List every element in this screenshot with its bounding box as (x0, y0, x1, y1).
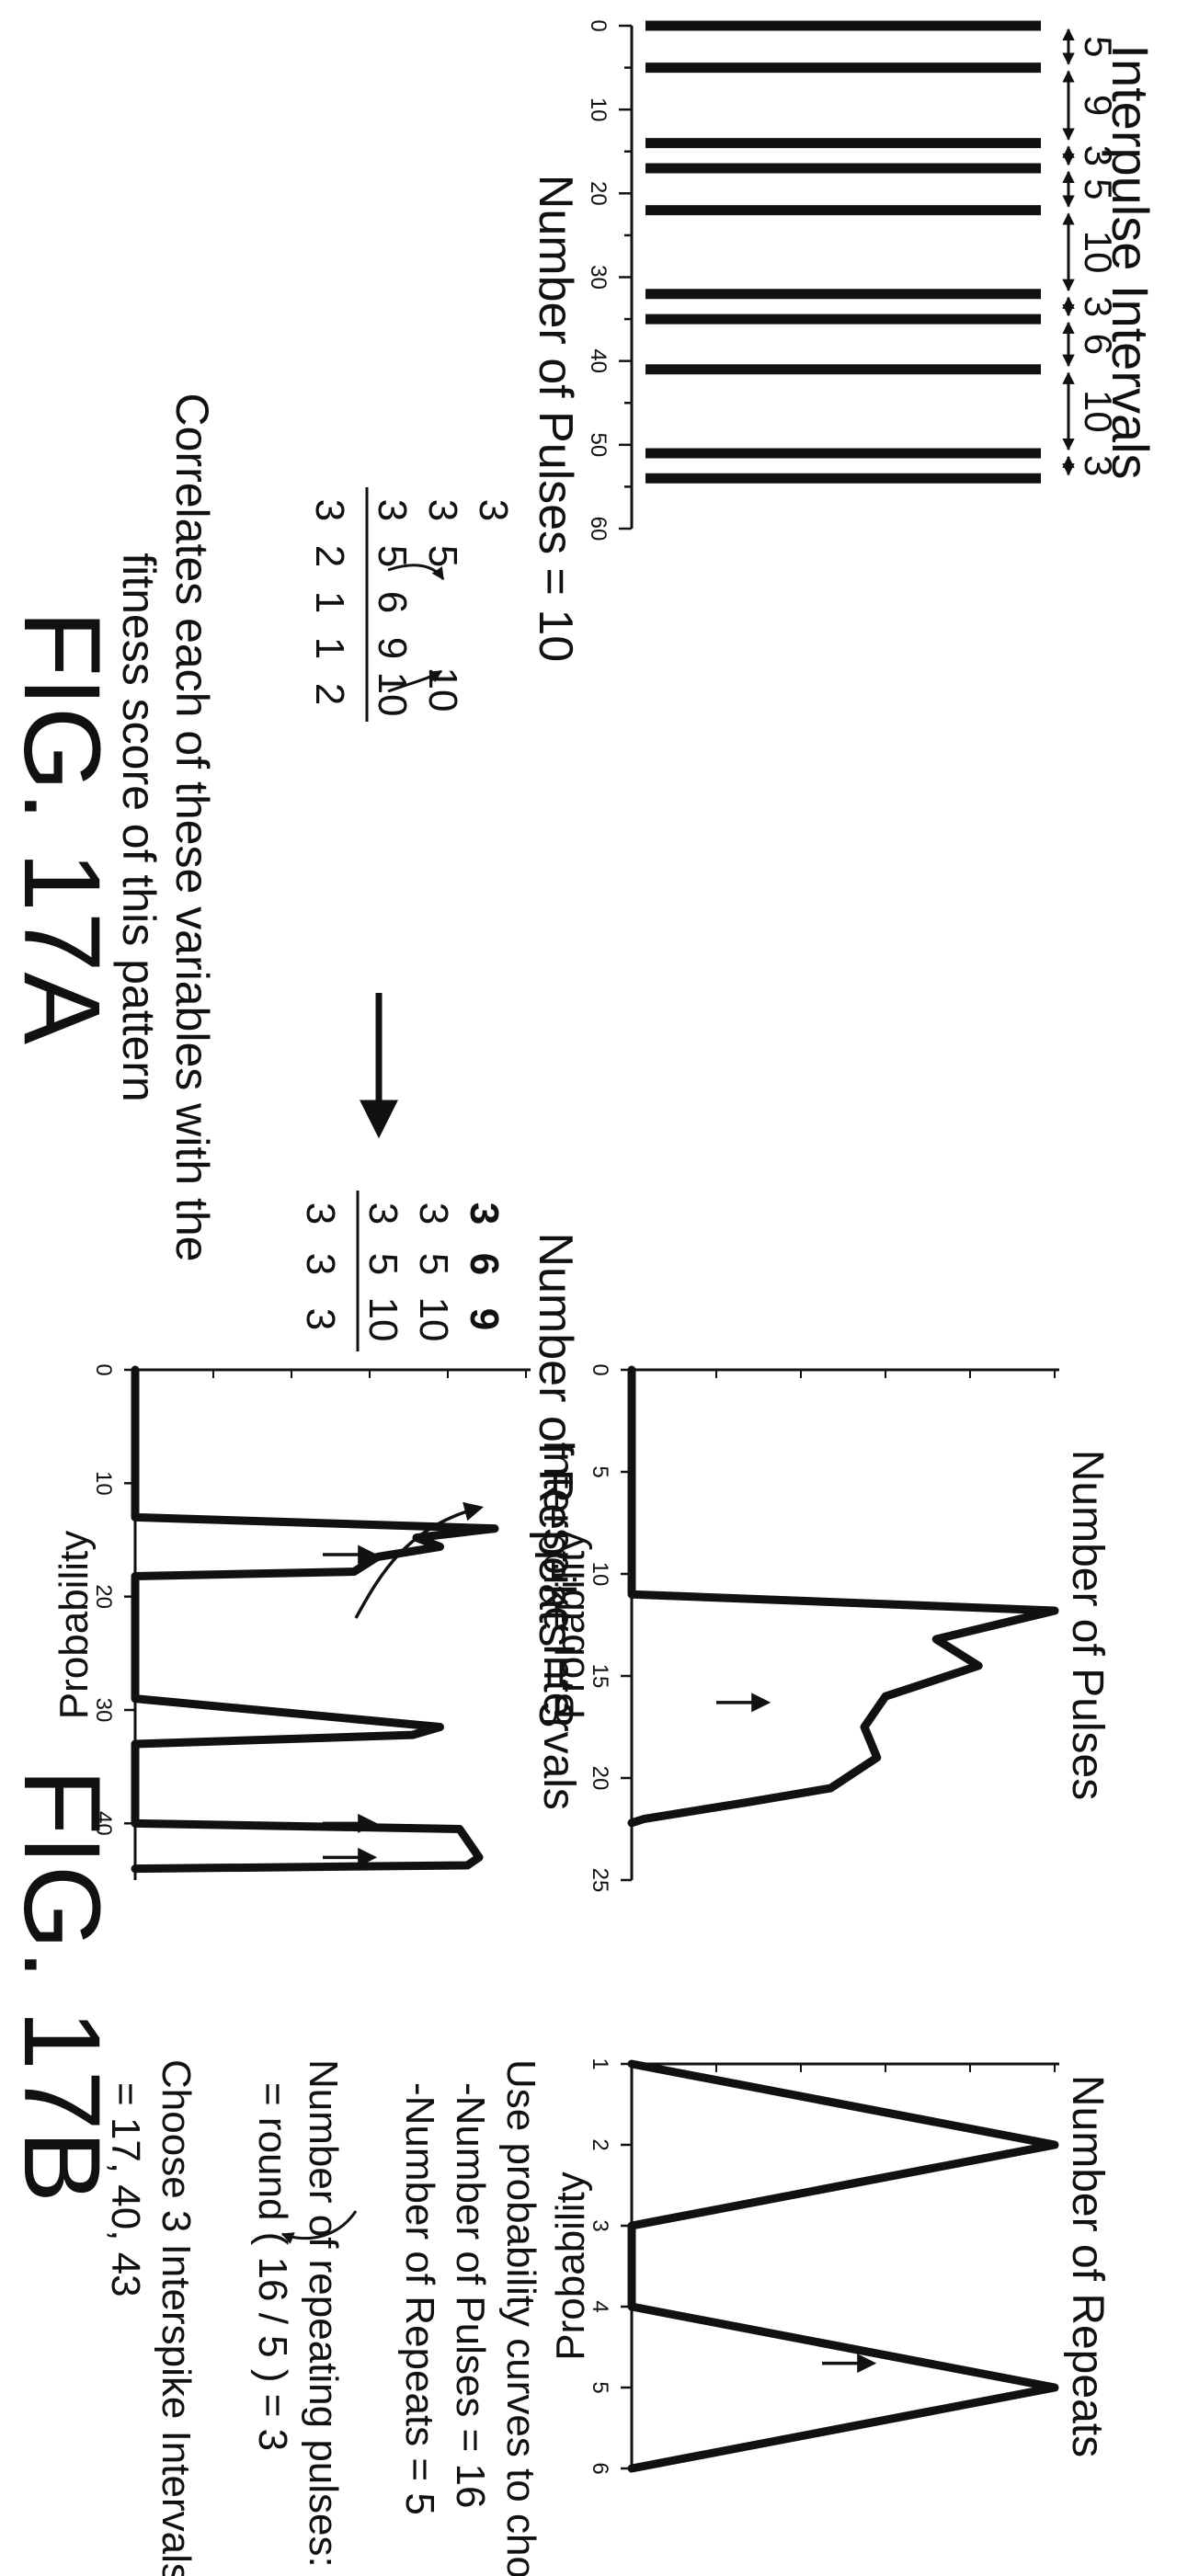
tally-cell: 3 (471, 499, 516, 521)
tally-total: 3 (307, 499, 352, 521)
y-axis-label: Probability (51, 1531, 97, 1719)
interval-label: 3 (1077, 296, 1120, 317)
correlates-note-line2: fitness score of this pattern (113, 553, 165, 1102)
probability-curve (627, 1365, 1059, 1828)
interval-label: 5 (1077, 178, 1120, 199)
x-axis-tick-label: 15 (588, 1664, 612, 1689)
repeat-cell: 5 (360, 1253, 406, 1275)
x-axis-tick-label: 20 (91, 1584, 116, 1609)
interval-label: 3 (1077, 145, 1120, 166)
interval-arrows: 5 9 3 5 10 3 6 10 3 (1062, 28, 1120, 476)
x-axis-tick-label: 5 (588, 2381, 612, 2393)
tally-total: 2 (307, 683, 352, 705)
y-axis-label: Probability (548, 1531, 593, 1719)
repeat-cell: 6 (462, 1253, 507, 1275)
x-axis-tick-label: 4 (588, 2300, 612, 2312)
correlates-note-line1: Correlates each of these variables with … (166, 393, 218, 1262)
number-of-pulses-chart: Number of Pulses 0 5 10 15 20 25 Probability (548, 1363, 1112, 1892)
tally-curved-arrow-2 (387, 669, 443, 693)
tally-cell: 5 (420, 545, 465, 567)
tally-cell: 10 (420, 667, 465, 712)
chart-title: Interspike Intervals (534, 1440, 583, 1810)
tally-cell: 9 (370, 637, 415, 659)
probability-text-line: Choose 3 Interspike Intervals: (154, 2059, 199, 2576)
probability-text-line: = round ( 16 / 5 ) = 3 (250, 2082, 295, 2451)
fig-17b-caption: FIG. 17B (1, 1769, 122, 2203)
tally-curved-arrow-1 (387, 564, 445, 581)
repeat-cell: 3 (411, 1203, 456, 1225)
tally-total: 1 (307, 591, 352, 613)
x-axis-tick-label: 30 (91, 1698, 116, 1723)
interval-label: 6 (1077, 334, 1120, 355)
chart-title: Number of Repeats (1063, 2075, 1112, 2457)
time-axis-tick-label: 0 (586, 19, 611, 31)
x-axis-tick-label: 3 (588, 2219, 612, 2231)
tally-cell: 10 (370, 672, 415, 717)
number-of-repeats-chart: Number of Repeats 1 2 3 4 5 6 Probability (548, 2057, 1112, 2474)
x-axis-tick-label: 1 (588, 2057, 612, 2069)
pulse-train (645, 20, 1041, 484)
time-axis-tick-label: 30 (586, 265, 611, 290)
repeat-total: 3 (298, 1253, 343, 1275)
repeat-cell: 3 (462, 1203, 507, 1225)
time-axis-tick-label: 20 (586, 181, 611, 206)
interval-label: 5 (1077, 36, 1120, 57)
number-of-repeats-label: Number of Repeats = 3 (529, 1232, 582, 1727)
probability-text-line: -Number of Pulses = 16 (448, 2082, 493, 2508)
y-axis-label: Probability (548, 2171, 593, 2360)
time-axis-tick-label: 60 (586, 517, 611, 541)
probability-text-line: -Number of Repeats = 5 (397, 2082, 442, 2515)
interpulse-intervals-title: Interpulse Intervals (1102, 44, 1159, 479)
x-axis-tick-label: 0 (588, 1363, 612, 1375)
fig-17a-caption: FIG. 17A (1, 610, 122, 1044)
tally-cell: 3 (370, 499, 415, 521)
repeat-cell: 5 (411, 1253, 456, 1275)
probability-curve (131, 1365, 499, 1874)
choose-curved-arrow (280, 2210, 358, 2244)
interval-label: 10 (1077, 390, 1120, 433)
tally-cell: 3 (420, 499, 465, 521)
x-axis-tick-label: 10 (588, 1562, 612, 1587)
x-axis-tick-label: 2 (588, 2138, 612, 2150)
probability-text-line: Use probability curves to choose: (498, 2059, 543, 2576)
interval-label: 9 (1077, 95, 1120, 116)
tally-cell: 5 (370, 545, 415, 567)
interspike-intervals-chart: Interspike Intervals 0 10 20 30 40 Probability (51, 1363, 583, 1880)
repeat-total: 3 (298, 1203, 343, 1225)
probability-curve (627, 2059, 1059, 2473)
x-axis-tick-label: 5 (588, 1465, 612, 1477)
repeat-cell: 10 (411, 1297, 456, 1342)
probability-text-line: Number of repeating pulses: (301, 2059, 346, 2568)
time-axis-tick-label: 10 (586, 97, 611, 122)
time-axis-tick-label: 50 (586, 432, 611, 457)
x-axis-tick-label: 6 (588, 2462, 612, 2474)
x-axis-tick-label: 0 (91, 1363, 116, 1375)
x-axis-tick-label: 20 (588, 1766, 612, 1791)
tally-cell: 6 (370, 591, 415, 613)
probability-choice-text: Use probability curves to choose:-Number… (103, 2059, 543, 2576)
repeat-cell: 10 (360, 1297, 406, 1342)
time-axis-tick-label: 40 (586, 348, 611, 373)
time-axis: 0 10 20 30 40 50 60 (586, 19, 634, 541)
repeat-total: 3 (298, 1308, 343, 1330)
interval-label: 3 (1077, 455, 1120, 476)
interval-label: 10 (1077, 231, 1120, 274)
x-axis-tick-label: 25 (588, 1868, 612, 1893)
tally-total: 1 (307, 637, 352, 659)
chart-title: Number of Pulses (1063, 1450, 1112, 1801)
x-axis-tick-label: 10 (91, 1471, 116, 1496)
x-axis-tick-label: 40 (91, 1811, 116, 1836)
tally-total: 2 (307, 545, 352, 567)
repeat-cell: 3 (360, 1203, 406, 1225)
number-of-pulses-label: Number of Pulses = 10 (529, 175, 582, 662)
probability-text-line: = 17, 40, 43 (103, 2082, 148, 2297)
repeat-cell: 9 (462, 1308, 507, 1330)
